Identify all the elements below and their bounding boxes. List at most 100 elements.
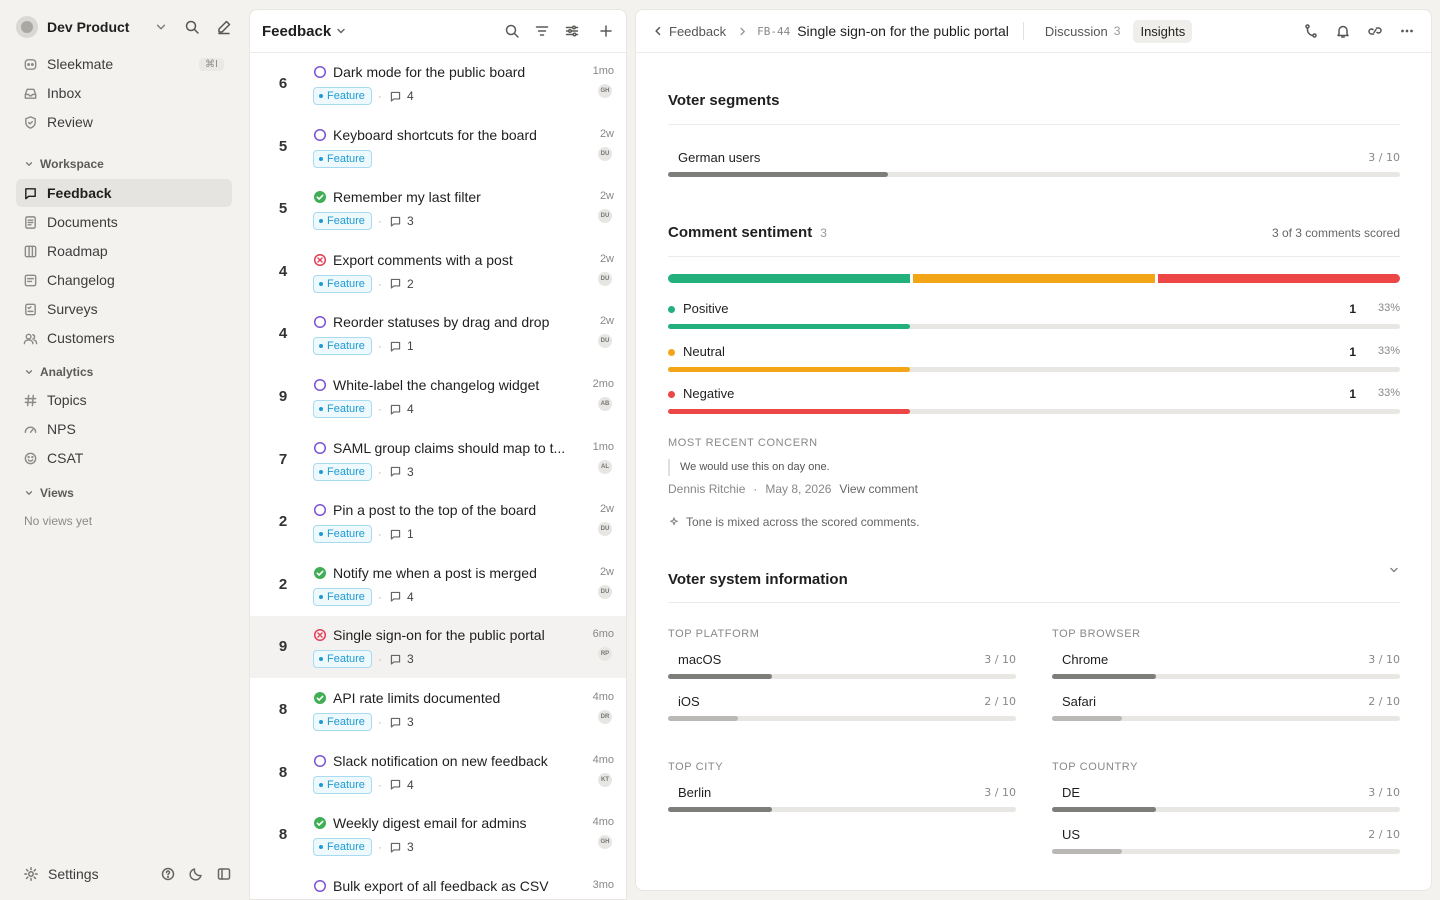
post-age: 2w <box>599 315 614 328</box>
open-status-icon <box>313 65 327 79</box>
rejected-status-icon <box>313 253 327 266</box>
tone-note: Tone is mixed across the scored comments… <box>668 515 919 529</box>
metric-bar <box>668 807 1016 812</box>
feedback-title: Single sign-on for the public portal <box>333 627 545 644</box>
feedback-row[interactable]: 6 Dark mode for the public board Feature · 4… <box>250 53 626 115</box>
section-workspace[interactable]: Workspace <box>24 155 104 173</box>
category-tag[interactable]: Feature <box>313 775 372 794</box>
post-id: FB-44 <box>757 24 791 38</box>
sidebar-item-documents[interactable]: Documents <box>16 208 232 236</box>
sidebar-toggle-icon[interactable] <box>216 866 232 882</box>
tag-label: Feature <box>327 841 365 854</box>
category-tag[interactable]: Feature <box>313 274 372 293</box>
category-tag[interactable]: Feature <box>313 713 372 731</box>
comment-icon <box>390 216 401 227</box>
sidebar-item-sleekmate[interactable]: Sleekmate ⌘I <box>16 50 232 78</box>
feedback-row[interactable]: 5 Keyboard shortcuts for the board Feature… <box>250 116 626 178</box>
feedback-title: API rate limits documented <box>333 690 501 706</box>
feedback-row[interactable]: 9 White-label the changelog widget Feature… <box>250 366 626 428</box>
compose-icon[interactable] <box>216 19 232 35</box>
gear-icon[interactable] <box>23 866 39 882</box>
breadcrumb-back[interactable]: Feedback <box>652 24 726 39</box>
sidebar-item-review[interactable]: Review <box>16 108 232 136</box>
comment-number: 3 <box>407 214 414 229</box>
category-tag[interactable]: Feature <box>313 212 372 231</box>
settings-link[interactable]: Settings <box>48 866 99 882</box>
category-tag[interactable]: Feature <box>313 838 372 857</box>
feedback-row[interactable]: 8 API rate limits documented Feature · 3 4mo D… <box>250 679 626 741</box>
moon-icon[interactable] <box>188 866 204 882</box>
comment-icon <box>390 341 401 352</box>
feedback-row[interactable]: 9 Single sign-on for the public portal Fea… <box>250 616 626 679</box>
sidebar-item-label: Roadmap <box>47 243 108 259</box>
feedback-title: Remember my last filter <box>333 189 481 206</box>
sidebar-item-nps[interactable]: NPS <box>16 415 232 443</box>
feedback-row[interactable]: Bulk export of all feedback as CSVFeatur… <box>250 867 626 899</box>
segment-value: 3 / 10 <box>1368 151 1400 164</box>
category-tag[interactable]: Feature <box>313 149 372 168</box>
link-icon[interactable] <box>1367 23 1383 39</box>
filter-icon[interactable] <box>534 23 550 39</box>
comment-number: 3 <box>407 652 414 667</box>
system-info-title[interactable]: Voter system information <box>668 571 848 588</box>
open-status-icon <box>313 441 327 454</box>
help-icon[interactable] <box>160 866 176 882</box>
sentiment-count: 1 <box>1349 387 1356 401</box>
search-icon[interactable] <box>184 19 200 35</box>
category-tag[interactable]: Feature <box>313 525 372 544</box>
tag-label: Feature <box>327 465 365 478</box>
feedback-row[interactable]: 8 Slack notification on new feedback Featu… <box>250 742 626 804</box>
workspace-name: Dev Product <box>47 19 130 35</box>
author-avatar: DU <box>598 271 612 286</box>
sidebar-item-roadmap[interactable]: Roadmap <box>16 237 232 265</box>
sidebar-item-customers[interactable]: Customers <box>16 324 232 352</box>
tag-label: Feature <box>327 340 365 353</box>
feedback-row[interactable]: 4 Reorder statuses by drag and drop Featur… <box>250 303 626 365</box>
category-tag[interactable]: Feature <box>313 462 372 481</box>
section-views[interactable]: Views <box>24 484 74 502</box>
chevron-down-icon[interactable] <box>154 20 168 34</box>
chevron-down-icon <box>25 370 33 374</box>
metric-label: DE <box>1062 785 1081 800</box>
category-tag[interactable]: Feature <box>313 87 372 105</box>
tab-insights[interactable]: Insights <box>1133 19 1193 43</box>
sliders-icon[interactable] <box>564 23 580 39</box>
category-tag[interactable]: Feature <box>313 337 372 356</box>
feedback-row[interactable]: 8 Weekly digest email for admins Feature · 3… <box>250 804 626 866</box>
inbox-icon <box>24 88 37 99</box>
sidebar-item-inbox[interactable]: Inbox <box>16 79 232 107</box>
search-icon[interactable] <box>504 23 520 39</box>
feedback-row[interactable]: 5 Remember my last filter Feature · 3 2w DU <box>250 178 626 240</box>
metric-label: iOS <box>678 693 700 709</box>
metric-bar <box>1052 807 1400 812</box>
category-tag[interactable]: Feature <box>313 587 372 606</box>
feedback-row[interactable]: 4 Export comments with a post Feature · 2 2w D… <box>250 241 626 303</box>
category-tag[interactable]: Feature <box>313 650 372 669</box>
workspace-switcher[interactable]: Dev Product <box>16 14 232 40</box>
bell-icon[interactable] <box>1335 23 1351 39</box>
sidebar-item-feedback[interactable]: Feedback <box>16 179 232 207</box>
chevron-down-icon[interactable] <box>1388 564 1400 576</box>
merge-icon[interactable] <box>1303 23 1319 39</box>
neutral-segment <box>913 274 1155 283</box>
comment-icon <box>390 779 401 790</box>
feedback-row[interactable]: 7 SAML group claims should map to t... Fea… <box>250 429 626 491</box>
author-avatar: KT <box>598 772 612 787</box>
bar-fill <box>1052 715 1122 721</box>
category-tag[interactable]: Feature <box>313 400 372 418</box>
list-title-dropdown[interactable]: Feedback <box>262 23 347 40</box>
sidebar-item-topics[interactable]: Topics <box>16 386 232 414</box>
feedback-row[interactable]: 2 Notify me when a post is merged Feature ·… <box>250 554 626 616</box>
section-analytics[interactable]: Analytics <box>24 363 93 381</box>
sidebar-item-surveys[interactable]: Surveys <box>16 295 232 323</box>
detail-header: Feedback FB-44 Single sign-on for the pu… <box>636 10 1431 53</box>
feedback-row[interactable]: 2 Pin a post to the top of the board Featu… <box>250 491 626 553</box>
sidebar-item-csat[interactable]: CSAT <box>16 444 232 472</box>
tab-discussion[interactable]: Discussion 3 <box>1038 20 1128 43</box>
sidebar-item-changelog[interactable]: Changelog <box>16 266 232 294</box>
changelog-icon <box>24 274 37 286</box>
more-icon[interactable] <box>1399 23 1415 39</box>
view-comment-link[interactable]: View comment <box>839 482 918 496</box>
users-icon <box>23 333 38 344</box>
plus-icon[interactable] <box>598 23 614 39</box>
